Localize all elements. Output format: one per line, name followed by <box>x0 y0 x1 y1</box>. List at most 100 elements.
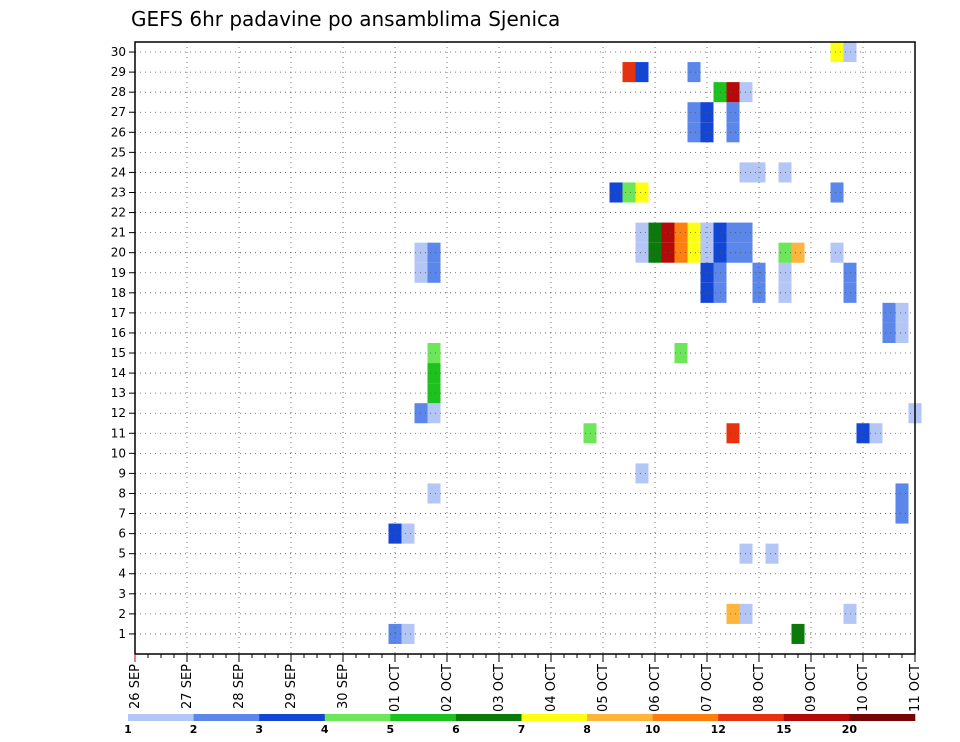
precip-cell <box>635 463 649 484</box>
precip-cell <box>830 242 844 263</box>
colorbar-label: 15 <box>776 723 791 736</box>
y-tick-label: 3 <box>118 587 126 601</box>
precip-cell <box>895 302 909 323</box>
y-tick-label: 28 <box>111 85 126 99</box>
precip-cell <box>427 342 441 364</box>
colorbar-segment <box>849 714 916 721</box>
colorbar-label: 20 <box>842 723 858 736</box>
y-tick-label: 2 <box>118 607 126 621</box>
x-tick-label: 06 OCT <box>648 664 663 712</box>
precip-cell <box>622 182 636 203</box>
colorbar-label: 6 <box>452 723 460 736</box>
precip-cell <box>427 403 441 424</box>
precip-cell <box>830 182 844 203</box>
y-tick-label: 25 <box>111 145 126 159</box>
colorbar-label: 3 <box>255 723 263 736</box>
colorbar-segment <box>652 714 719 721</box>
plot-frame <box>134 41 916 655</box>
precip-cell <box>726 242 740 263</box>
x-axis: 26 SEP 27 SEP 28 SEP 29 SEP 30 SEP 01 OCT 02 O… <box>128 654 923 712</box>
precip-cell <box>622 62 636 83</box>
x-tick-label: 03 OCT <box>492 664 507 712</box>
precip-cell <box>726 603 740 624</box>
colorbar-label: 8 <box>583 723 591 736</box>
precip-cell <box>687 102 701 123</box>
colorbar-label: 4 <box>321 723 329 736</box>
precip-cell <box>687 62 701 83</box>
precip-cell <box>401 523 415 544</box>
precip-cell <box>687 222 701 243</box>
precip-cell <box>635 182 649 203</box>
precip-cell <box>687 122 701 143</box>
precip-cell <box>401 623 415 644</box>
colorbar-segment <box>193 714 260 721</box>
y-tick-label: 30 <box>111 45 126 59</box>
y-tick-label: 7 <box>118 507 126 521</box>
x-tick-label: 09 OCT <box>804 664 819 712</box>
chart-title: GEFS 6hr padavine po ansamblima Sjenica <box>131 7 560 31</box>
colorbar-label: 5 <box>387 723 395 736</box>
y-axis: 1234567891011121314151617181920212223242… <box>111 45 135 641</box>
colorbar: 1 2 3 4 5 6 7 8 10 12 15 20 <box>124 714 916 736</box>
precip-cell <box>427 483 441 504</box>
precip-cell <box>882 322 896 343</box>
precip-cell <box>427 262 441 283</box>
precip-cell <box>726 222 740 243</box>
x-tick-label: 01 OCT <box>388 664 403 712</box>
x-tick-label: 10 OCT <box>856 664 871 712</box>
precip-cell <box>882 302 896 323</box>
precip-cell <box>791 623 805 644</box>
y-tick-label: 12 <box>111 406 126 420</box>
precip-cell <box>635 222 649 243</box>
precip-cell <box>895 503 909 524</box>
precip-cell <box>427 383 441 404</box>
precip-cell <box>427 242 441 263</box>
colorbar-label: 12 <box>711 723 726 736</box>
y-tick-label: 10 <box>111 446 126 460</box>
colorbar-segment <box>324 714 391 721</box>
y-tick-label: 9 <box>118 466 126 480</box>
y-tick-label: 19 <box>111 266 126 280</box>
y-tick-label: 18 <box>111 286 126 300</box>
precip-cell <box>726 82 740 103</box>
y-tick-label: 5 <box>118 547 126 561</box>
x-tick-label: 05 OCT <box>596 664 611 712</box>
y-tick-label: 20 <box>111 246 126 260</box>
y-tick-label: 27 <box>111 105 126 119</box>
precip-cell <box>895 322 909 343</box>
y-tick-label: 4 <box>118 567 126 581</box>
precip-cell <box>791 242 805 263</box>
y-tick-label: 22 <box>111 206 126 220</box>
y-tick-label: 24 <box>111 165 126 179</box>
y-tick-label: 29 <box>111 65 126 79</box>
cells-layer <box>388 42 922 644</box>
colorbar-segment <box>718 714 785 721</box>
x-tick-label: 26 SEP <box>128 664 143 709</box>
x-tick-label: 30 SEP <box>336 664 351 709</box>
x-tick-label: 02 OCT <box>440 664 455 712</box>
colorbar-segment <box>390 714 457 721</box>
colorbar-segment <box>455 714 522 721</box>
y-tick-label: 6 <box>118 527 126 541</box>
x-tick-label: 11 OCT <box>908 664 923 712</box>
colorbar-segment <box>128 714 194 721</box>
colorbar-segment <box>587 714 653 721</box>
precip-cell <box>726 423 740 444</box>
precip-cell <box>726 122 740 143</box>
colorbar-segment <box>521 714 588 721</box>
y-tick-label: 26 <box>111 125 126 139</box>
x-tick-label: 29 SEP <box>284 664 299 709</box>
x-tick-label: 28 SEP <box>232 664 247 709</box>
y-tick-label: 17 <box>111 306 126 320</box>
precip-cell <box>726 102 740 123</box>
precip-cell <box>635 62 649 83</box>
precip-cell <box>765 543 779 564</box>
y-tick-label: 23 <box>111 185 126 199</box>
colorbar-label: 7 <box>518 723 526 736</box>
precip-cell <box>856 423 870 444</box>
y-tick-label: 15 <box>111 346 126 360</box>
x-tick-label: 08 OCT <box>752 664 767 712</box>
precip-cell <box>635 242 649 263</box>
colorbar-segment <box>259 714 326 721</box>
